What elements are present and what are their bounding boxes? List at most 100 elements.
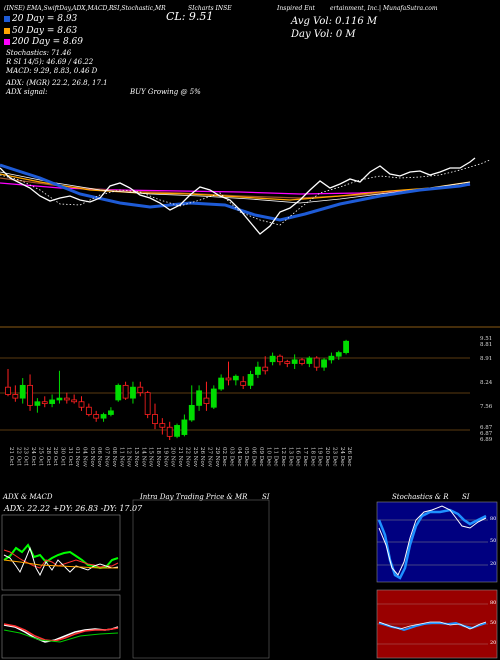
date-label: 12 Dec: [280, 447, 286, 467]
ema200-swatch: [4, 39, 10, 45]
date-label: 23 Oct: [23, 447, 29, 466]
candle-body: [166, 426, 173, 437]
candle-body: [247, 374, 254, 386]
date-label: 13 Nov: [133, 447, 139, 468]
candle-body: [306, 357, 313, 364]
date-label: 30 Oct: [59, 447, 65, 466]
date-label: 21 Oct: [8, 447, 14, 466]
date-label: 05 Nov: [89, 447, 95, 468]
date-label: 15 Nov: [148, 447, 154, 468]
date-label: 09 Dec: [258, 447, 264, 467]
candle-body: [240, 381, 247, 386]
candle-body: [277, 355, 283, 363]
date-label: 03 Dec: [229, 447, 235, 467]
date-label: 06 Nov: [96, 447, 102, 468]
candle-body: [225, 377, 232, 381]
date-label: 18 Dec: [309, 447, 315, 467]
date-label: 19 Nov: [162, 447, 168, 468]
date-label: 02 Dec: [221, 447, 227, 467]
candle-body: [93, 414, 100, 419]
date-label: 11 Nov: [118, 447, 124, 468]
rsi-level-80: 80: [490, 600, 497, 606]
price-label: 8.91: [480, 356, 492, 362]
adx-signal-value: BUY Growing @ 5%: [130, 88, 201, 96]
date-label: 20 Dec: [324, 447, 330, 467]
candle-body: [203, 397, 210, 404]
date-label: 27 Nov: [206, 447, 212, 468]
candle-body: [313, 357, 320, 368]
candle-body: [343, 340, 350, 353]
date-label: 29 Oct: [52, 447, 58, 466]
candle-body: [188, 404, 195, 421]
price-panel: [0, 326, 500, 431]
date-label: 24 Oct: [30, 447, 36, 466]
price-label: 6.89: [480, 437, 493, 443]
date-label: 31 Oct: [67, 447, 73, 466]
date-label: 29 Nov: [214, 447, 220, 468]
candle-body: [71, 399, 78, 403]
ema20-label: 20 Day = 8.93: [12, 14, 78, 24]
rsi-readout: R SI 14/5): 46.69 / 46.22: [6, 58, 94, 66]
candle-body: [210, 388, 217, 408]
date-label: 22 Nov: [184, 447, 190, 468]
macd-readout: MACD: 9.29, 8.83, 0.46 D: [6, 67, 98, 75]
candle-body: [100, 414, 107, 419]
candle-body: [108, 410, 114, 415]
adx-macd-title: ADX & MACD: [3, 493, 53, 501]
candle-body: [299, 359, 305, 364]
price-label: 8.81: [480, 342, 492, 348]
stoch-level-50: 50: [490, 538, 497, 544]
adx-minus-line: [3, 549, 119, 569]
stochastic-d-line: [378, 505, 487, 576]
rsi-level-50: 50: [490, 620, 497, 626]
candle-body: [262, 366, 269, 372]
price-dotted-line: [0, 159, 491, 226]
date-label: 26 Dec: [346, 447, 352, 467]
candle-body: [174, 425, 180, 437]
moving-averages: [0, 157, 491, 235]
ema50-line: [0, 173, 471, 201]
candle-body: [63, 397, 70, 401]
price-axis: 9.518.818.918.247.566.876.876.89: [480, 336, 493, 443]
candle-body: [49, 399, 55, 404]
candle-body: [115, 384, 122, 401]
date-label: 24 Dec: [339, 447, 345, 467]
ema-white-thin-line: [0, 171, 471, 204]
chart-header-right2: ertainment, Inc.| MunafaSutra.com: [330, 5, 438, 12]
candle-body: [254, 366, 261, 375]
candle-body: [27, 384, 33, 406]
close-price-label: CL: 9.51: [166, 10, 214, 23]
date-label: 18 Nov: [155, 447, 161, 468]
ema20-line: [0, 163, 471, 222]
chart-header-right: Inspired Ent: [277, 5, 315, 12]
stochastics-title: Stochastics & R: [392, 493, 449, 501]
chart-header-mid2: SIcharts INSE: [188, 5, 232, 12]
date-label: 22 Oct: [15, 447, 21, 466]
adx-values-text: ADX: 22.22 +DY: 26.83 -DY: 17.07: [4, 504, 143, 513]
candle-body: [181, 419, 188, 435]
date-label: 06 Dec: [251, 447, 257, 467]
price-label: 7.56: [480, 404, 493, 410]
date-label: 20 Nov: [170, 447, 176, 468]
date-label: 13 Dec: [287, 447, 293, 467]
candle-body: [41, 401, 48, 404]
candle-body: [328, 355, 335, 361]
candle-body: [78, 401, 85, 408]
adx-signal-label: ADX signal:: [6, 88, 48, 96]
macd-signal-line: [3, 623, 119, 642]
candle-body: [34, 401, 41, 406]
date-label: 11 Dec: [273, 447, 279, 467]
ema200-label: 200 Day = 8.69: [12, 37, 84, 47]
candle-body: [12, 394, 19, 399]
candle-body: [321, 359, 327, 368]
stochastics-si: SI: [462, 493, 470, 501]
chart-header-left: (INSE) EMA,SwiftDay,ADX,MACD,R: [4, 5, 114, 12]
candle-body: [284, 361, 291, 364]
candle-body: [56, 397, 63, 401]
adx-macd-panel: [1, 514, 121, 659]
date-label: 08 Nov: [111, 447, 117, 468]
date-label: 26 Nov: [199, 447, 205, 468]
candle-body: [196, 390, 203, 406]
price-label: 9.51: [480, 336, 492, 342]
